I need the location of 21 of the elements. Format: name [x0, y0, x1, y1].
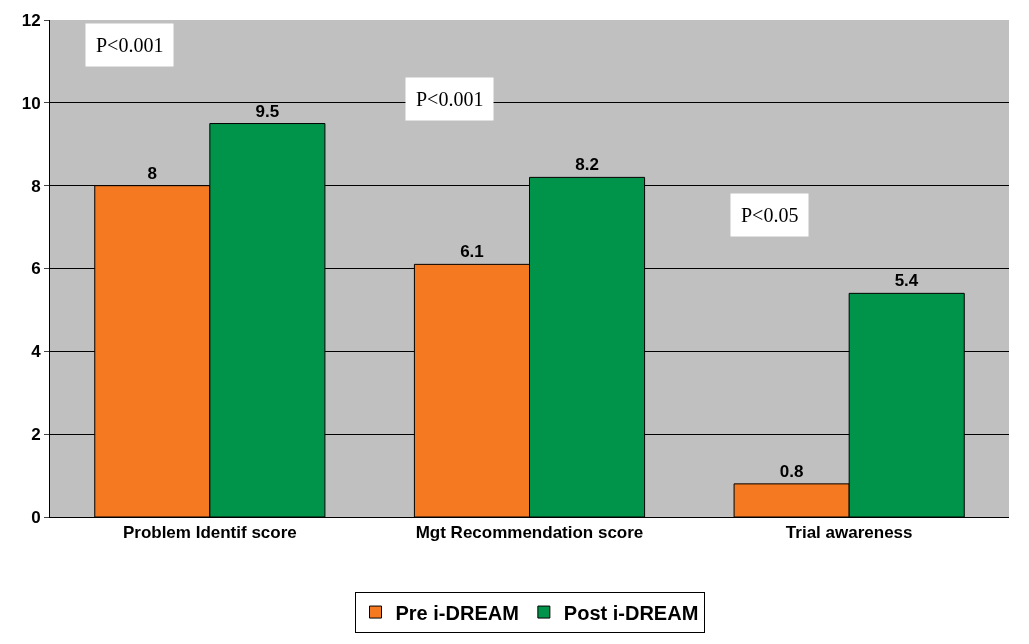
data-label: 9.5 — [255, 101, 280, 121]
data-label: 5.4 — [894, 271, 919, 291]
annotation: P<0.05 — [741, 204, 799, 226]
legend-label: Post i-DREAM — [563, 601, 699, 624]
x-tick-label: Problem Identif score — [122, 523, 297, 543]
annotation: P<0.001 — [96, 34, 164, 56]
x-tick-label: Mgt Recommendation score — [415, 523, 644, 543]
y-tick-label: 6 — [31, 259, 41, 279]
y-tick-label: 10 — [21, 93, 41, 113]
y-tick-label: 2 — [31, 425, 41, 445]
annotation: P<0.001 — [416, 88, 484, 110]
y-tick-label: 8 — [31, 176, 41, 196]
legend-label: Pre i-DREAM — [395, 601, 519, 624]
data-label: 0.8 — [779, 461, 804, 481]
y-tick-label: 12 — [21, 10, 41, 30]
y-tick-label: 0 — [31, 507, 41, 527]
x-tick-label: Trial awareness — [785, 523, 913, 543]
data-label: 8 — [147, 163, 158, 183]
y-tick-label: 4 — [31, 342, 42, 362]
data-label: 6.1 — [460, 242, 484, 262]
data-label: 8.2 — [575, 155, 599, 175]
